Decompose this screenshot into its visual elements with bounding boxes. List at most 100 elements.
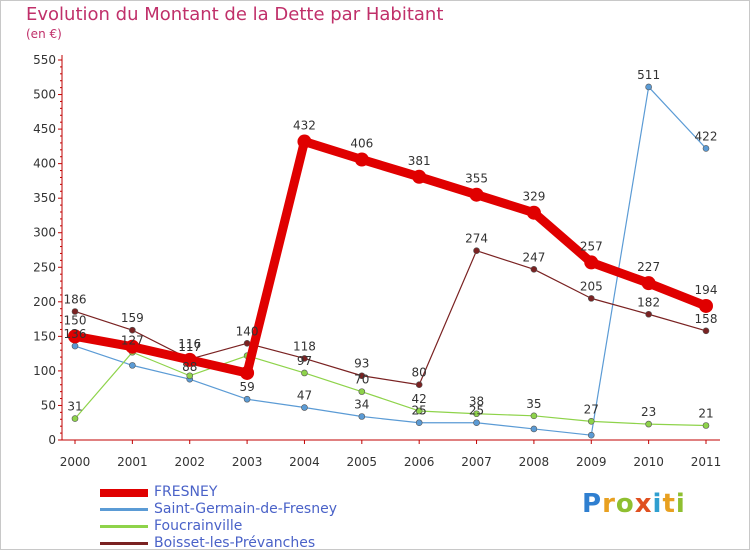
data-label: 205 [580, 279, 603, 293]
data-label: 182 [637, 295, 660, 309]
y-tick-label: 200 [33, 295, 56, 309]
data-point [587, 431, 595, 439]
data-point [301, 369, 308, 377]
data-point [354, 152, 369, 167]
data-point [243, 395, 251, 403]
logo-letter: r [602, 489, 616, 519]
logo-letter: t [662, 489, 676, 519]
data-point [645, 310, 652, 318]
data-point [129, 326, 136, 334]
data-label: 194 [695, 283, 718, 297]
x-tick-label: 2003 [232, 455, 263, 469]
x-tick-label: 2006 [404, 455, 435, 469]
data-point [129, 362, 136, 369]
data-label: 329 [522, 190, 545, 204]
x-tick-label: 2001 [117, 455, 148, 469]
chart-legend: FRESNEY Saint-Germain-de-Fresney Foucrainv… [100, 484, 337, 552]
x-tick-label: 2005 [347, 455, 378, 469]
legend-label: Saint-Germain-de-Fresney [154, 501, 337, 517]
data-label: 432 [293, 119, 316, 133]
legend-swatch [100, 488, 148, 497]
data-point [469, 187, 484, 202]
data-point [301, 355, 308, 362]
data-label: 35 [526, 397, 541, 411]
data-point [412, 169, 427, 184]
x-tick-label: 2010 [633, 455, 664, 469]
logo-letter: i [675, 489, 686, 519]
legend-item: FRESNEY [100, 484, 337, 501]
data-point [587, 295, 595, 302]
data-point [240, 365, 255, 380]
data-point [530, 266, 538, 273]
data-label: 80 [412, 366, 427, 380]
data-point [587, 418, 595, 425]
data-point [71, 415, 79, 422]
data-label: 27 [584, 402, 599, 416]
legend-item: Boisset-les-Prévanches [100, 535, 337, 552]
data-label: 159 [121, 311, 144, 325]
data-label: 93 [354, 357, 369, 371]
x-tick-label: 2008 [519, 455, 550, 469]
data-point [243, 339, 251, 347]
data-point [530, 425, 538, 433]
series-line [74, 351, 707, 427]
logo-letter: x [634, 489, 653, 519]
data-point [473, 410, 480, 418]
data-label: 42 [412, 392, 427, 406]
x-tick-label: 2000 [60, 455, 91, 469]
legend-swatch [100, 508, 148, 511]
data-point [186, 372, 194, 380]
y-tick-label: 400 [33, 157, 56, 171]
y-tick-label: 500 [33, 88, 56, 102]
y-tick-label: 0 [48, 433, 56, 447]
legend-label: FRESNEY [154, 484, 218, 500]
x-tick-label: 2011 [691, 455, 722, 469]
data-label: 136 [64, 327, 87, 341]
data-point [702, 327, 710, 335]
y-tick-label: 350 [33, 191, 56, 205]
data-point [641, 276, 656, 291]
data-point [358, 372, 366, 380]
x-tick-label: 2004 [289, 455, 320, 469]
data-point [530, 412, 538, 420]
data-label: 70 [354, 373, 369, 387]
legend-item: Foucrainville [100, 518, 337, 535]
data-point [301, 404, 308, 411]
y-tick-label: 150 [33, 329, 56, 343]
data-label: 23 [641, 405, 656, 419]
logo-letter: P [582, 489, 603, 519]
legend-swatch [100, 525, 148, 528]
data-label: 88 [182, 360, 197, 374]
data-label: 47 [297, 389, 312, 403]
data-label: 247 [522, 250, 545, 264]
data-label: 140 [236, 324, 259, 338]
data-label: 158 [695, 312, 718, 326]
y-tick-label: 100 [33, 364, 56, 378]
data-point [415, 407, 423, 415]
data-point [702, 422, 710, 429]
data-label: 355 [465, 172, 488, 186]
x-tick-label: 2002 [174, 455, 205, 469]
data-point [645, 83, 652, 91]
data-point [473, 247, 480, 254]
data-label: 118 [293, 339, 316, 353]
data-point [645, 420, 652, 428]
data-point [526, 205, 541, 220]
data-point [125, 339, 140, 354]
y-tick-label: 50 [41, 398, 56, 412]
data-point [297, 134, 312, 149]
data-label: 116 [178, 337, 201, 351]
y-tick-label: 300 [33, 226, 56, 240]
data-label: 406 [350, 136, 373, 150]
series-line [70, 137, 711, 378]
data-label: 381 [408, 154, 431, 168]
data-point [699, 298, 713, 313]
data-label: 422 [695, 129, 718, 143]
data-point [71, 308, 79, 315]
data-label: 227 [637, 260, 660, 274]
y-tick-label: 450 [33, 122, 56, 136]
line-chart: 0 50 100 150 200 250 300 350 400 450 500 550 2000 200… [33, 53, 722, 469]
legend-item: Saint-Germain-de-Fresney [100, 501, 337, 518]
data-label: 511 [637, 68, 660, 82]
x-tick-label: 2009 [576, 455, 607, 469]
